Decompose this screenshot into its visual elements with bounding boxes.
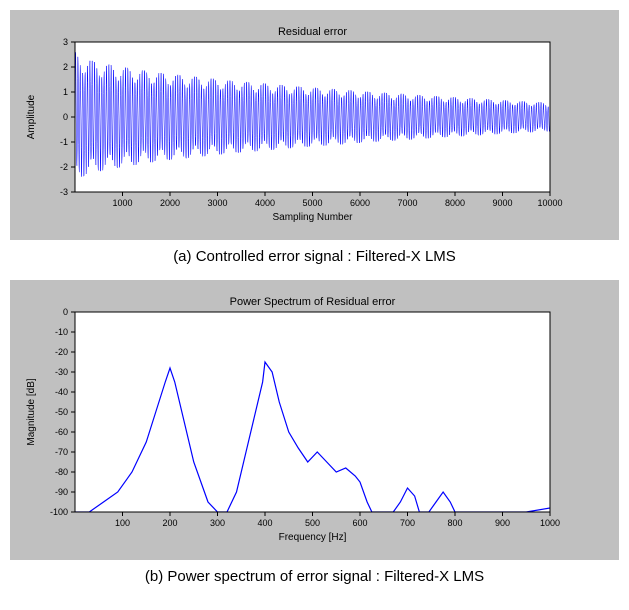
svg-text:-2: -2 — [60, 162, 68, 172]
svg-text:5000: 5000 — [302, 198, 322, 208]
svg-text:-40: -40 — [55, 387, 68, 397]
svg-text:2: 2 — [63, 62, 68, 72]
svg-text:-20: -20 — [55, 347, 68, 357]
chart-a-panel: 1000 2000 3000 4000 5000 6000 7000 8000 9000 1000… — [10, 10, 619, 240]
svg-text:100: 100 — [115, 518, 130, 528]
svg-text:Residual error: Residual error — [278, 26, 347, 38]
svg-text:400: 400 — [257, 518, 272, 528]
svg-text:0: 0 — [63, 112, 68, 122]
svg-text:-1: -1 — [60, 137, 68, 147]
svg-text:Magnitude [dB]: Magnitude [dB] — [26, 378, 37, 445]
svg-text:9000: 9000 — [492, 198, 512, 208]
svg-text:-50: -50 — [55, 407, 68, 417]
svg-text:-100: -100 — [50, 507, 68, 517]
svg-text:600: 600 — [352, 518, 367, 528]
svg-text:800: 800 — [447, 518, 462, 528]
svg-text:-90: -90 — [55, 487, 68, 497]
svg-text:-60: -60 — [55, 427, 68, 437]
svg-text:300: 300 — [210, 518, 225, 528]
svg-text:8000: 8000 — [445, 198, 465, 208]
svg-text:1: 1 — [63, 87, 68, 97]
svg-text:10000: 10000 — [537, 198, 562, 208]
svg-text:-80: -80 — [55, 467, 68, 477]
chart-b-caption: (b) Power spectrum of error signal : Fil… — [10, 568, 619, 585]
chart-b-svg: 1002003004005006007008009001000-100-90-8… — [20, 290, 565, 550]
svg-text:1000: 1000 — [112, 198, 132, 208]
svg-text:-10: -10 — [55, 327, 68, 337]
chart-a-caption: (a) Controlled error signal : Filtered-X… — [10, 248, 619, 265]
svg-text:6000: 6000 — [350, 198, 370, 208]
svg-text:0: 0 — [63, 307, 68, 317]
svg-text:Amplitude: Amplitude — [26, 94, 37, 139]
svg-text:200: 200 — [162, 518, 177, 528]
svg-text:3: 3 — [63, 37, 68, 47]
svg-text:1000: 1000 — [540, 518, 560, 528]
chart-a-svg: 1000 2000 3000 4000 5000 6000 7000 8000 9000 1000… — [20, 20, 565, 230]
svg-text:900: 900 — [495, 518, 510, 528]
svg-text:7000: 7000 — [397, 198, 417, 208]
svg-text:3000: 3000 — [207, 198, 227, 208]
svg-text:-70: -70 — [55, 447, 68, 457]
svg-text:2000: 2000 — [160, 198, 180, 208]
svg-text:Sampling Number: Sampling Number — [272, 212, 353, 223]
svg-text:-3: -3 — [60, 187, 68, 197]
chart-b-panel: 1002003004005006007008009001000-100-90-8… — [10, 280, 619, 560]
svg-text:Power Spectrum of Residual err: Power Spectrum of Residual error — [230, 296, 396, 308]
svg-text:700: 700 — [400, 518, 415, 528]
svg-text:500: 500 — [305, 518, 320, 528]
svg-text:4000: 4000 — [255, 198, 275, 208]
svg-text:Frequency [Hz]: Frequency [Hz] — [279, 532, 347, 543]
svg-text:-30: -30 — [55, 367, 68, 377]
